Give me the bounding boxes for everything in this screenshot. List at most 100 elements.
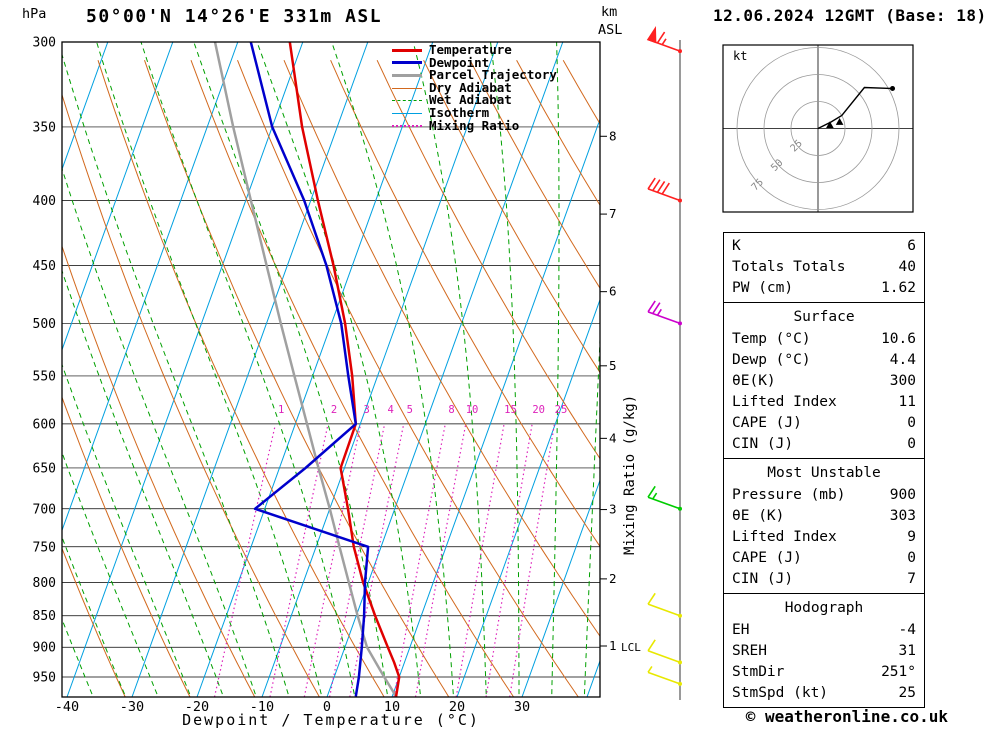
table-row: CIN (J) 7 (724, 569, 924, 590)
mixing-ratio-value-label: 5 (407, 404, 413, 416)
table-row-label: θE(K) (732, 373, 776, 389)
pressure-tick-label: 800 (33, 576, 56, 591)
mixing-ratio-value-label: 25 (555, 404, 568, 416)
legend-label: Temperature (429, 42, 512, 58)
wet-adiabat-line (62, 535, 125, 695)
wet-adiabat-line (62, 52, 289, 695)
km-tick-label: 1 (609, 638, 617, 653)
km-tick-label: 6 (609, 284, 617, 299)
pressure-tick-label: 500 (33, 317, 56, 332)
hodograph-ring (736, 47, 900, 210)
table-row-label: Lifted Index (732, 529, 837, 545)
table-row: Lifted Index 9 (724, 527, 924, 548)
table-row-value: 4.4 (889, 352, 916, 368)
pressure-tick-label: 450 (33, 259, 56, 274)
lcl-label: LCL (621, 641, 641, 654)
table-row-label: Totals Totals (732, 259, 846, 275)
table-row: SREH 31 (724, 641, 924, 662)
table-row-label: StmDir (732, 664, 785, 680)
table-row-value: 303 (889, 508, 916, 524)
km-tick-label: 3 (609, 502, 617, 517)
mixing-ratio-line (269, 424, 329, 697)
table-row-label: Pressure (mb) (732, 487, 846, 503)
table-section-title: Surface (793, 309, 855, 325)
asl-axis-label: ASL (598, 22, 623, 38)
table-section: Surface Temp (°C) 10.6 Dewp (°C) 4.4 θE(K) 300… (723, 302, 925, 459)
wet-adiabat-line (96, 42, 322, 695)
isotherm-line (196, 42, 434, 697)
wet-adiabat-line (193, 42, 388, 695)
isotherm-line (62, 42, 174, 352)
table-row: Lifted Index 11 (724, 392, 924, 413)
km-tick-label: 4 (609, 430, 617, 445)
wind-barb (647, 485, 682, 511)
table-row-value: 31 (898, 643, 916, 659)
km-tick-label: 2 (609, 571, 617, 586)
temp-tick-label: 20 (449, 699, 465, 715)
table-section-title: Most Unstable (767, 465, 881, 481)
table-row: CIN (J) 0 (724, 434, 924, 455)
table-row: Temp (°C) 10.6 (724, 329, 924, 350)
table-row: Totals Totals 40 (724, 257, 924, 278)
temperature-curve (288, 42, 401, 697)
table-row-value: 11 (898, 394, 916, 410)
legend-label: Wet Adiabat (429, 92, 512, 108)
wind-barb (647, 592, 682, 618)
pressure-tick-label: 850 (33, 609, 56, 624)
table-row-label: Lifted Index (732, 394, 837, 410)
table-row-value: 10.6 (881, 331, 916, 347)
wet-adiabat-line (62, 617, 93, 695)
legend-item: Parcel Trajectory (392, 69, 557, 82)
wet-adiabat-line (62, 363, 191, 695)
mixing-ratio-value-label: 4 (387, 404, 393, 416)
dry-adiabat-line (469, 59, 600, 290)
mixing-ratio-line (393, 424, 446, 697)
table-row: StmSpd (kt) 25 (724, 683, 924, 704)
temp-tick-label: -10 (250, 699, 274, 715)
pressure-axis-unit: hPa (22, 6, 47, 22)
copyright-link[interactable]: © weatheronline.co.uk (745, 707, 948, 726)
table-row-value: 900 (889, 487, 916, 503)
isotherm-line (66, 42, 304, 697)
table-row: PW (cm) 1.62 (724, 278, 924, 299)
isotherm-line (131, 42, 369, 697)
mixing-ratio-line (303, 424, 362, 697)
wet-adiabat-line (62, 451, 158, 695)
table-row: Pressure (mb) 900 (724, 485, 924, 506)
legend-swatch (392, 112, 422, 114)
pressure-tick-label: 600 (33, 417, 56, 432)
x-axis-label: Dewpoint / Temperature (°C) (182, 711, 480, 729)
table-row-label: CIN (J) (732, 571, 794, 587)
table-row-value: 7 (907, 571, 916, 587)
wind-barb (647, 177, 682, 203)
legend-item: Temperature (392, 44, 557, 57)
dry-adiabat-line (97, 60, 385, 697)
wet-adiabat-line (0, 42, 60, 694)
temp-tick-label: 30 (514, 699, 530, 715)
dry-adiabat-line (190, 60, 515, 697)
km-tick-label: 5 (609, 358, 617, 373)
plot-area: 1 2 3 4 5 8 10 15 20 25 (0, 42, 600, 697)
table-row-value: 0 (907, 436, 916, 452)
legend-label: Isotherm (429, 105, 490, 121)
table-row-label: PW (cm) (732, 280, 794, 296)
legend-label: Mixing Ratio (429, 117, 520, 133)
mixing-ratio-line (349, 424, 405, 697)
pressure-tick-label: 350 (33, 120, 56, 135)
wet-adiabat-line (62, 167, 256, 695)
table-row-label: K (732, 238, 741, 254)
page-title: 50°00'N 14°26'E 331m ASL (86, 6, 383, 27)
dry-adiabat-line (283, 60, 600, 638)
mixing-ratio-value-label: 20 (532, 404, 545, 416)
wet-adiabat-line (584, 327, 600, 695)
table-row-label: SREH (732, 643, 767, 659)
isotherm-line (456, 298, 600, 697)
table-row: EH -4 (724, 620, 924, 641)
table-row-value: 9 (907, 529, 916, 545)
hodograph-endpoint (890, 86, 896, 92)
legend-swatch (392, 61, 422, 65)
wet-adiabat-line (490, 42, 520, 695)
dry-adiabat-line (423, 59, 600, 374)
